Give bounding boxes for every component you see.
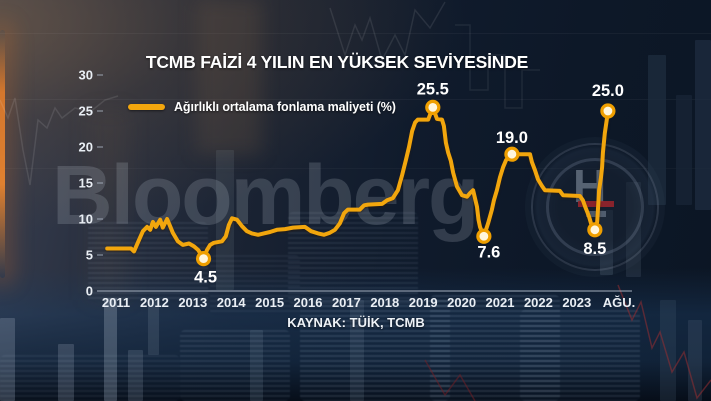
bloomberg-watermark: Bloomberg bbox=[52, 148, 479, 242]
decor-warm-column bbox=[196, 0, 262, 155]
decor-bar bbox=[0, 318, 15, 401]
bloomberg-ht-lens-logo: H bbox=[531, 143, 659, 271]
x-tick-label: 2012 bbox=[140, 295, 169, 310]
decor-bar bbox=[676, 95, 692, 205]
lens-ring bbox=[546, 158, 644, 256]
x-tick-label: 2022 bbox=[524, 295, 553, 310]
legend-line-swatch bbox=[128, 104, 165, 110]
x-tick-label: AĞU. bbox=[603, 295, 636, 310]
x-tick-label: 2011 bbox=[102, 295, 130, 310]
decor-bar bbox=[350, 300, 364, 401]
coin-stack bbox=[88, 222, 208, 302]
decor-bar bbox=[128, 350, 143, 401]
x-tick-label: 2020 bbox=[447, 295, 476, 310]
y-tick-label: 20 bbox=[79, 140, 93, 155]
legend: Ağırlıklı ortalama fonlama maliyeti (%) bbox=[128, 100, 396, 114]
legend-label: Ağırlıklı ortalama fonlama maliyeti (%) bbox=[174, 100, 396, 114]
decor-bar bbox=[250, 330, 263, 401]
x-tick-label: 2018 bbox=[370, 295, 399, 310]
data-point-label: 19.0 bbox=[496, 129, 528, 147]
decor-bar bbox=[695, 40, 711, 210]
y-tick-label: 5 bbox=[86, 248, 93, 263]
data-point-label: 25.5 bbox=[417, 80, 449, 98]
data-point-label: 4.5 bbox=[194, 269, 217, 287]
data-point-marker bbox=[504, 146, 520, 162]
x-tick-label: 2013 bbox=[178, 295, 207, 310]
x-tick-label: 2023 bbox=[562, 295, 591, 310]
coin-stack bbox=[520, 310, 640, 401]
chart-title: TCMB FAİZİ 4 YILIN EN YÜKSEK SEVİYESİNDE bbox=[145, 52, 529, 72]
data-point-marker bbox=[476, 228, 492, 244]
x-tick-label: 2019 bbox=[409, 295, 438, 310]
bottom-blue-band bbox=[0, 268, 711, 401]
data-point-marker bbox=[587, 222, 603, 238]
decor-warm-column bbox=[88, 110, 130, 300]
decor-bar bbox=[104, 298, 117, 401]
funding-cost-line bbox=[105, 105, 610, 261]
orange-edge-glow bbox=[0, 30, 5, 278]
decor-bar bbox=[216, 150, 234, 290]
data-point-label: 25.0 bbox=[592, 82, 624, 100]
decor-bar bbox=[648, 55, 666, 205]
data-point-marker bbox=[195, 251, 212, 267]
y-tick-label: 25 bbox=[79, 104, 93, 119]
coin-stack bbox=[180, 330, 290, 401]
ht-logo-red-bar bbox=[578, 201, 614, 207]
coin-stack bbox=[288, 212, 418, 304]
decor-gridline bbox=[0, 99, 711, 100]
decor-bar bbox=[58, 344, 74, 401]
y-tick-label: 0 bbox=[86, 284, 93, 299]
decor-bar bbox=[148, 300, 159, 355]
y-tick-label: 15 bbox=[79, 176, 93, 191]
y-tick-label: 10 bbox=[79, 212, 93, 227]
x-tick-label: 2017 bbox=[332, 295, 361, 310]
coin-stack bbox=[0, 355, 180, 401]
x-tick-label: 2016 bbox=[294, 295, 323, 310]
coin-stack bbox=[300, 300, 450, 401]
data-point-marker bbox=[600, 103, 616, 119]
source-label: KAYNAK: TÜİK, TCMB bbox=[287, 315, 425, 330]
y-tick-label: 30 bbox=[79, 68, 93, 83]
data-point-marker bbox=[425, 99, 441, 116]
data-point-label: 8.5 bbox=[583, 240, 606, 258]
x-tick-label: 2021 bbox=[486, 295, 515, 310]
decor-bar bbox=[660, 300, 676, 401]
coin-stack bbox=[430, 295, 560, 401]
decor-gridline bbox=[0, 33, 711, 34]
x-tick-label: 2015 bbox=[255, 295, 284, 310]
x-tick-label: 2014 bbox=[217, 295, 247, 310]
coin-stack bbox=[210, 255, 300, 315]
data-point-label: 7.6 bbox=[477, 243, 500, 261]
